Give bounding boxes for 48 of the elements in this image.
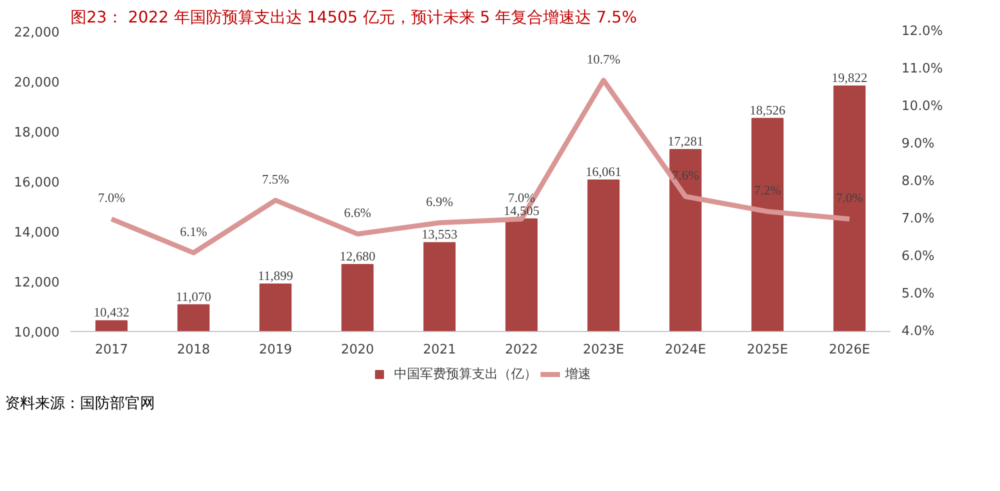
x-tick-label: 2024E (664, 342, 706, 358)
y2-tick-label: 5.0% (902, 286, 935, 302)
y-tick-label: 20,000 (14, 76, 60, 90)
y2-tick-label: 4.0% (902, 324, 935, 339)
data-label: 6.9% (426, 194, 454, 209)
y2-tick-label: 9.0% (902, 136, 935, 152)
y2-tick-label: 12.0% (902, 24, 943, 39)
data-label: 11,899 (258, 268, 294, 284)
data-label: 7.0% (836, 190, 864, 205)
y-tick-label: 12,000 (14, 276, 60, 290)
data-label: 7.2% (754, 182, 782, 198)
chart-title: 图23： 2022 年国防预算支出达 14505 亿元，预计未来 5 年复合增速达 7.5% (70, 8, 637, 26)
y2-tick-label: 6.0% (902, 249, 935, 264)
x-tick-label: 2021 (422, 342, 456, 358)
y-tick-label: 10,000 (14, 326, 60, 340)
legend-label: 中国军费预算支出（亿） (394, 366, 537, 383)
data-label: 17,281 (668, 133, 704, 148)
y2-tick-label: 11.0% (902, 62, 943, 76)
data-label: 12,680 (340, 248, 376, 264)
data-label: 6.6% (344, 205, 372, 220)
y2-tick-label: 8.0% (902, 174, 935, 189)
x-tick-label: 2023E (582, 342, 624, 358)
x-tick-label: 2019 (258, 342, 292, 358)
data-label: 7.5% (262, 171, 290, 186)
data-label: 11,070 (176, 288, 212, 304)
y-tick-label: 18,000 (14, 126, 60, 140)
x-tick-label: 2020 (340, 342, 374, 358)
y-tick-label: 16,000 (14, 176, 60, 190)
y-tick-label: 22,000 (14, 26, 60, 40)
x-tick-label: 2018 (176, 342, 210, 358)
data-label: 18,526 (750, 102, 786, 118)
data-label: 6.1% (180, 224, 208, 239)
legend-label: 增速 (565, 366, 591, 383)
data-label: 7.6% (672, 168, 700, 182)
y2-tick-label: 7.0% (902, 212, 935, 226)
x-tick-label: 2026E (828, 342, 870, 358)
y2-tick-label: 10.0% (902, 99, 943, 114)
data-label: 7.0% (98, 190, 126, 205)
data-label: 10,432 (94, 304, 130, 320)
data-label: 13,553 (422, 226, 458, 242)
x-tick-label: 2017 (94, 342, 128, 358)
data-label: 16,061 (586, 164, 622, 179)
y-tick-label: 14,000 (14, 226, 60, 240)
data-label: 10.7% (586, 51, 620, 66)
x-tick-label: 2022 (504, 342, 538, 358)
text: 资料来源：国防部官网 (5, 393, 155, 414)
data-label: 19,822 (832, 70, 868, 85)
x-tick-label: 2025E (746, 342, 788, 358)
